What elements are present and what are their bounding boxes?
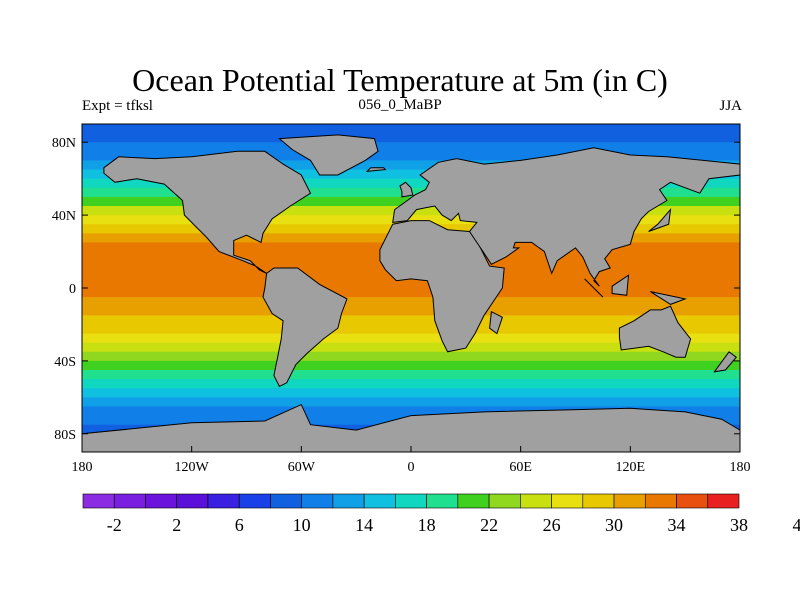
colorbar-swatch bbox=[520, 493, 552, 509]
x-tick-label: 120E bbox=[616, 460, 646, 475]
temperature-band bbox=[82, 360, 740, 371]
temperature-band bbox=[82, 151, 740, 161]
temperature-band bbox=[82, 324, 740, 335]
y-tick-label: 40S bbox=[54, 355, 76, 370]
temperature-band bbox=[82, 278, 740, 289]
temperature-band bbox=[82, 342, 740, 353]
colorbar-label: 14 bbox=[355, 515, 373, 535]
y-tick-label: 40N bbox=[52, 209, 76, 224]
land-mass bbox=[648, 208, 672, 232]
colorbar-label: 34 bbox=[668, 515, 686, 535]
colorbar-swatch bbox=[270, 493, 302, 509]
temperature-band bbox=[82, 406, 740, 417]
land-mass bbox=[713, 351, 738, 373]
colorbar-label: 6 bbox=[235, 515, 244, 535]
land-mass bbox=[650, 291, 687, 305]
season-label: JJA bbox=[719, 98, 742, 114]
colorbar: -226101418222630343842 bbox=[82, 493, 800, 535]
time-label: 056_0_MaBP bbox=[358, 97, 442, 113]
colorbar-swatch bbox=[613, 493, 646, 509]
land-mass bbox=[584, 278, 604, 298]
land-mass bbox=[103, 150, 312, 274]
x-tick-label: 120W bbox=[175, 460, 210, 475]
colorbar-swatch bbox=[82, 493, 115, 509]
colorbar-label: 2 bbox=[172, 515, 181, 535]
colorbar-swatch bbox=[145, 493, 178, 509]
colorbar-label: 42 bbox=[792, 515, 800, 535]
temperature-band bbox=[82, 215, 740, 225]
y-tick-label: 80S bbox=[54, 428, 76, 443]
land-mass bbox=[489, 310, 504, 335]
land-mass bbox=[399, 181, 414, 198]
colorbar-label: 10 bbox=[293, 515, 311, 535]
colorbar-label: 22 bbox=[480, 515, 498, 535]
temperature-band bbox=[82, 333, 740, 344]
colorbar-swatch bbox=[457, 493, 490, 509]
temperature-band bbox=[82, 315, 740, 325]
colorbar-label: 26 bbox=[543, 515, 561, 535]
colorbar-swatch bbox=[113, 493, 146, 509]
colorbar-swatch bbox=[301, 493, 334, 509]
land-mass bbox=[618, 305, 692, 358]
temperature-band bbox=[82, 379, 740, 389]
temperature-band bbox=[82, 124, 740, 134]
colorbar-swatch bbox=[238, 493, 271, 509]
temperature-band bbox=[82, 397, 740, 407]
temperature-band bbox=[82, 178, 740, 189]
colorbar-swatch bbox=[488, 493, 521, 509]
x-tick-label: 0 bbox=[408, 460, 415, 475]
colorbar-swatch bbox=[332, 493, 365, 509]
x-tick-label: 60W bbox=[288, 460, 316, 475]
x-tick-label: 180 bbox=[72, 460, 93, 475]
colorbar-swatch bbox=[363, 493, 396, 509]
map-title: Ocean Potential Temperature at 5m (in C) bbox=[132, 62, 668, 98]
land-mass bbox=[611, 274, 630, 296]
y-tick-label: 0 bbox=[69, 282, 76, 297]
colorbar-swatch bbox=[426, 493, 459, 509]
temperature-band bbox=[82, 351, 740, 362]
temperature-band bbox=[82, 306, 740, 316]
temperature-band bbox=[82, 288, 740, 298]
land-mass bbox=[379, 220, 505, 353]
land-mass bbox=[278, 134, 379, 176]
colorbar-label: -2 bbox=[107, 515, 122, 535]
y-tick-label: 80N bbox=[52, 136, 76, 151]
colorbar-swatch bbox=[395, 493, 427, 509]
temperature-band bbox=[82, 133, 740, 143]
colorbar-swatch bbox=[207, 493, 240, 509]
colorbar-swatch bbox=[644, 493, 677, 509]
experiment-label: Expt = tfksl bbox=[82, 98, 153, 114]
land-mask bbox=[81, 134, 741, 453]
colorbar-swatch bbox=[676, 493, 709, 509]
colorbar-swatch bbox=[707, 493, 740, 509]
x-tick-label: 180 bbox=[730, 460, 751, 475]
colorbar-label: 30 bbox=[605, 515, 623, 535]
temperature-band bbox=[82, 160, 740, 171]
colorbar-swatch bbox=[582, 493, 615, 509]
colorbar-swatch bbox=[176, 493, 209, 509]
temperature-band bbox=[82, 388, 740, 398]
land-mass bbox=[392, 147, 741, 287]
x-tick-label: 60E bbox=[509, 460, 532, 475]
axis-ticks: 180 120W 60W 0 60E 120E 180 80N 40N 0 40S 80S bbox=[52, 136, 751, 475]
land-mass bbox=[365, 167, 387, 173]
colorbar-swatch bbox=[551, 493, 584, 509]
temperature-band bbox=[82, 169, 740, 180]
temperature-band bbox=[82, 142, 740, 152]
colorbar-label: 38 bbox=[730, 515, 748, 535]
temperature-band bbox=[82, 370, 740, 380]
land-mass bbox=[262, 267, 348, 388]
colorbar-label: 18 bbox=[418, 515, 436, 535]
temperature-band bbox=[82, 297, 740, 307]
